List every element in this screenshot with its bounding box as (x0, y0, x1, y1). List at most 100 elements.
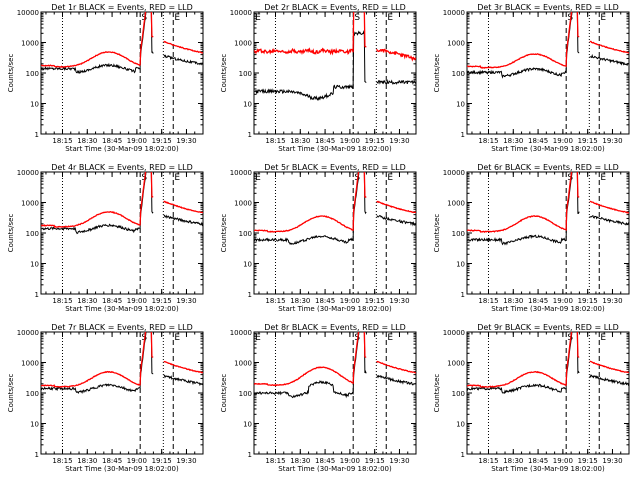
x-tick-label: 19:30 (602, 297, 622, 305)
chart-panel-1: Det 1r BLACK = Events, RED = LLD 1 10 100 10… (7, 3, 204, 153)
y-tick-label: 1 (35, 291, 39, 299)
series-line-events (41, 172, 203, 235)
y-tick-label: 10 (30, 101, 39, 109)
y-tick-label: 100 (452, 390, 465, 398)
x-tick-label: 18:15 (265, 457, 285, 465)
chart-panel-6: Det 6r BLACK = Events, RED = LLD 1 10 100 10… (433, 163, 630, 313)
x-tick-label: 19:15 (365, 297, 385, 305)
series-line-lld (254, 12, 416, 62)
x-axis-label: Start Time (30-Mar-09 18:02:00) (65, 465, 179, 473)
x-tick-label: 18:30 (503, 457, 523, 465)
x-tick-label: 18:45 (102, 137, 122, 145)
y-tick-label: 10 (456, 101, 465, 109)
x-tick-label: 19:30 (602, 137, 622, 145)
y-tick-label: 1 (461, 131, 465, 139)
x-tick-label: 19:00 (127, 457, 147, 465)
x-tick-label: 19:30 (176, 297, 196, 305)
x-tick-label: 19:15 (578, 137, 598, 145)
x-tick-label: 19:00 (127, 137, 147, 145)
x-axis-label: Start Time (30-Mar-09 18:02:00) (278, 465, 392, 473)
y-tick-label: 10 (30, 421, 39, 429)
x-tick-label: 18:15 (265, 297, 285, 305)
y-axis-label: Counts/sec (433, 54, 441, 93)
x-axis-label: Start Time (30-Mar-09 18:02:00) (278, 145, 392, 153)
y-tick-label: 10000 (17, 329, 39, 337)
y-tick-label: 1 (461, 291, 465, 299)
x-tick-label: 18:30 (290, 137, 310, 145)
x-tick-label: 19:15 (578, 297, 598, 305)
y-tick-label: 1000 (234, 360, 252, 368)
x-tick-label: 18:15 (52, 297, 72, 305)
y-tick-label: 1000 (447, 200, 465, 208)
y-axis-label: Counts/sec (433, 374, 441, 413)
y-tick-label: 100 (452, 230, 465, 238)
plot-frame (40, 331, 204, 455)
x-axis-label: Start Time (30-Mar-09 18:02:00) (278, 305, 392, 313)
plot-frame (466, 331, 630, 455)
y-tick-label: 100 (26, 70, 39, 78)
y-axis-label: Counts/sec (7, 214, 15, 253)
chart-title: Det 6r BLACK = Events, RED = LLD (477, 163, 619, 172)
x-tick-label: 19:30 (176, 457, 196, 465)
marker-label: E (600, 333, 606, 343)
x-tick-label: 19:15 (365, 137, 385, 145)
marker-label: E (387, 333, 393, 343)
x-tick-label: 18:15 (52, 137, 72, 145)
y-tick-label: 1000 (234, 40, 252, 48)
y-tick-label: 100 (26, 390, 39, 398)
x-tick-label: 19:15 (365, 457, 385, 465)
x-tick-label: 19:30 (389, 457, 409, 465)
x-tick-label: 19:30 (389, 137, 409, 145)
x-tick-label: 18:45 (528, 457, 548, 465)
x-tick-label: 19:15 (152, 457, 172, 465)
y-tick-label: 100 (239, 390, 252, 398)
chart-title: Det 7r BLACK = Events, RED = LLD (51, 323, 193, 332)
plot-frame (40, 11, 204, 135)
y-tick-label: 10000 (443, 169, 465, 177)
plot-frame (253, 171, 417, 295)
x-tick-label: 18:45 (102, 457, 122, 465)
marker-label: E (174, 173, 180, 183)
y-tick-label: 100 (239, 230, 252, 238)
series-line-lld (254, 332, 416, 387)
x-tick-label: 19:30 (602, 457, 622, 465)
x-tick-label: 19:00 (553, 297, 573, 305)
y-tick-label: 10 (243, 101, 252, 109)
marker-label: E (387, 13, 393, 23)
y-tick-label: 10000 (443, 9, 465, 17)
series-line-events (467, 332, 629, 394)
x-tick-label: 18:15 (52, 457, 72, 465)
chart-panel-5: Det 5r BLACK = Events, RED = LLD 1 10 100 10… (220, 163, 417, 313)
y-tick-label: 10000 (17, 169, 39, 177)
y-tick-label: 100 (26, 230, 39, 238)
x-axis-label: Start Time (30-Mar-09 18:02:00) (65, 145, 179, 153)
x-tick-label: 19:00 (340, 457, 360, 465)
series-line-lld (41, 332, 203, 388)
y-tick-label: 1 (35, 451, 39, 459)
marker-label: E (255, 13, 261, 23)
marker-label: S (354, 13, 360, 23)
marker-label: E (600, 173, 606, 183)
x-axis-label: Start Time (30-Mar-09 18:02:00) (491, 145, 605, 153)
marker-label: E (174, 13, 180, 23)
chart-title: Det 3r BLACK = Events, RED = LLD (477, 3, 619, 12)
x-tick-label: 18:15 (478, 137, 498, 145)
chart-title: Det 2r BLACK = Events, RED = LLD (264, 3, 406, 12)
chart-title: Det 5r BLACK = Events, RED = LLD (264, 163, 406, 172)
y-tick-label: 1 (248, 291, 252, 299)
x-tick-label: 18:30 (290, 457, 310, 465)
y-axis-label: Counts/sec (7, 374, 15, 413)
x-tick-label: 18:30 (77, 137, 97, 145)
x-tick-label: 19:00 (340, 297, 360, 305)
series-line-lld (254, 172, 416, 233)
y-tick-label: 1000 (21, 360, 39, 368)
x-axis-label: Start Time (30-Mar-09 18:02:00) (491, 465, 605, 473)
series-line-lld (41, 172, 203, 229)
marker-label: E (387, 173, 393, 183)
y-tick-label: 10000 (230, 169, 252, 177)
chart-panel-3: Det 3r BLACK = Events, RED = LLD 1 10 100 10… (433, 3, 630, 153)
y-tick-label: 1000 (234, 200, 252, 208)
y-tick-label: 1 (248, 131, 252, 139)
y-tick-label: 10 (243, 261, 252, 269)
